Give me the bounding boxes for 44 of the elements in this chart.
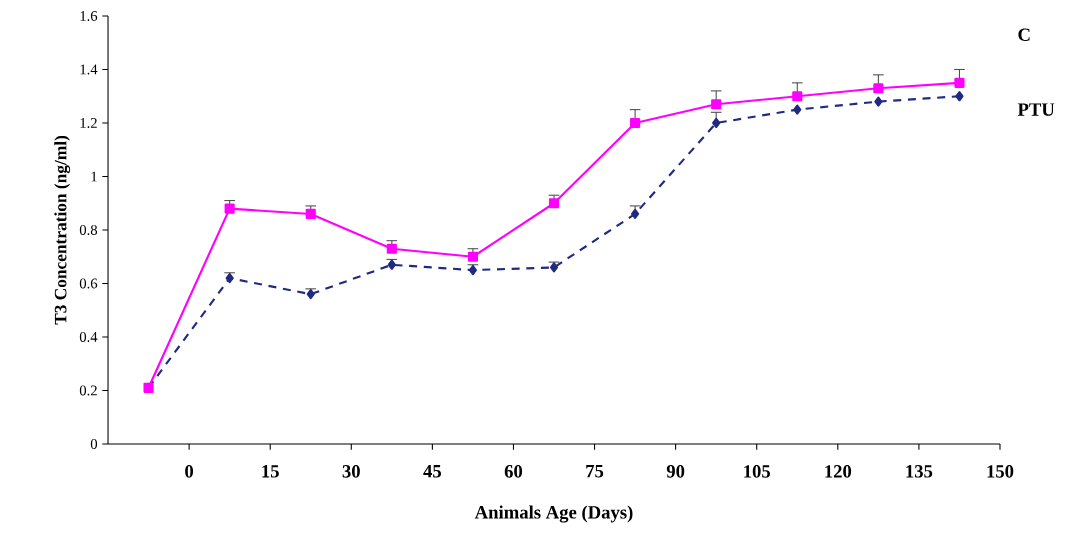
y-tick-label: 1.2	[80, 118, 97, 128]
y-tick-label: 0.2	[79, 385, 97, 396]
point	[873, 83, 884, 94]
x-tick-label: 120	[825, 465, 852, 478]
x-axis-title: Animals Age (Days)	[474, 505, 633, 523]
point	[306, 289, 315, 300]
point	[224, 203, 235, 214]
point	[792, 91, 803, 102]
point	[387, 259, 396, 270]
y-axis-title: T3 Concentration (ng/ml)	[54, 135, 71, 325]
y-tick-label: 0.4	[79, 332, 98, 342]
point	[955, 91, 964, 102]
point	[386, 243, 397, 254]
point	[712, 117, 721, 129]
y-tick-label: 0	[90, 439, 98, 449]
point	[954, 77, 965, 88]
text: PTU	[1017, 103, 1055, 116]
x-tick-label: 30	[342, 465, 360, 478]
x-tick-label: 75	[586, 465, 604, 478]
point	[631, 208, 640, 220]
point	[793, 104, 802, 115]
x-tick-label: 60	[504, 465, 523, 478]
x-tick-label: 45	[423, 465, 442, 478]
point	[630, 117, 641, 129]
point	[874, 96, 883, 107]
point	[711, 99, 722, 110]
y-tick-label: 1.6	[80, 11, 98, 21]
x-tick-label: 90	[666, 465, 685, 478]
x-tick-label: 135	[906, 465, 933, 478]
point	[467, 251, 478, 262]
point	[468, 265, 477, 276]
x-tick-label: 0	[185, 465, 194, 478]
point	[305, 208, 316, 220]
y-tick-label: 1	[91, 171, 97, 182]
y-tick-label: 1.4	[80, 64, 98, 75]
point	[549, 262, 559, 273]
point	[548, 198, 560, 209]
x-tick-label: 105	[744, 465, 771, 478]
x-tick-label: 15	[262, 465, 279, 478]
text: C	[1018, 28, 1030, 41]
y-tick-label: 0.8	[79, 225, 98, 235]
y-tick-label: 0.6	[79, 278, 98, 289]
point	[225, 273, 234, 284]
x-tick-label: 150	[987, 465, 1014, 478]
